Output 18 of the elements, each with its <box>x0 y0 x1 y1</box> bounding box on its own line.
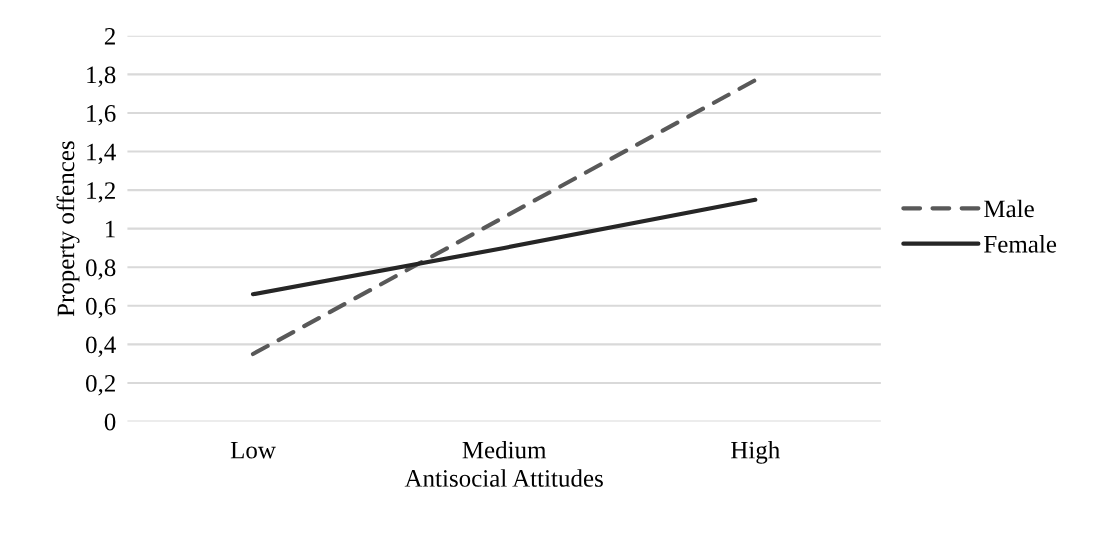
legend-label: Female <box>984 235 1057 253</box>
y-tick-label: 0,8 <box>86 259 116 280</box>
y-tick-label: 0 <box>104 413 116 431</box>
x-tick-label: High <box>731 440 780 464</box>
x-tick-label: Low <box>230 441 276 459</box>
y-tick-label: 2 <box>104 27 115 45</box>
y-tick-label: 0,4 <box>86 336 116 357</box>
y-tick-label: 1,4 <box>87 143 116 165</box>
y-tick-label: 1 <box>106 220 115 238</box>
x-axis-title: Antisocial Attitudes <box>404 469 603 487</box>
x-tick-label: Medium <box>462 440 547 459</box>
y-axis-title: Property offences <box>56 141 80 317</box>
legend-label: Male <box>984 199 1034 218</box>
y-tick-label: 0,2 <box>86 374 115 396</box>
y-tick-label: 1,6 <box>87 105 116 126</box>
y-tick-label: 0,6 <box>86 297 116 319</box>
y-tick-label: 1,2 <box>87 182 115 203</box>
y-tick-label: 1,8 <box>87 66 116 87</box>
